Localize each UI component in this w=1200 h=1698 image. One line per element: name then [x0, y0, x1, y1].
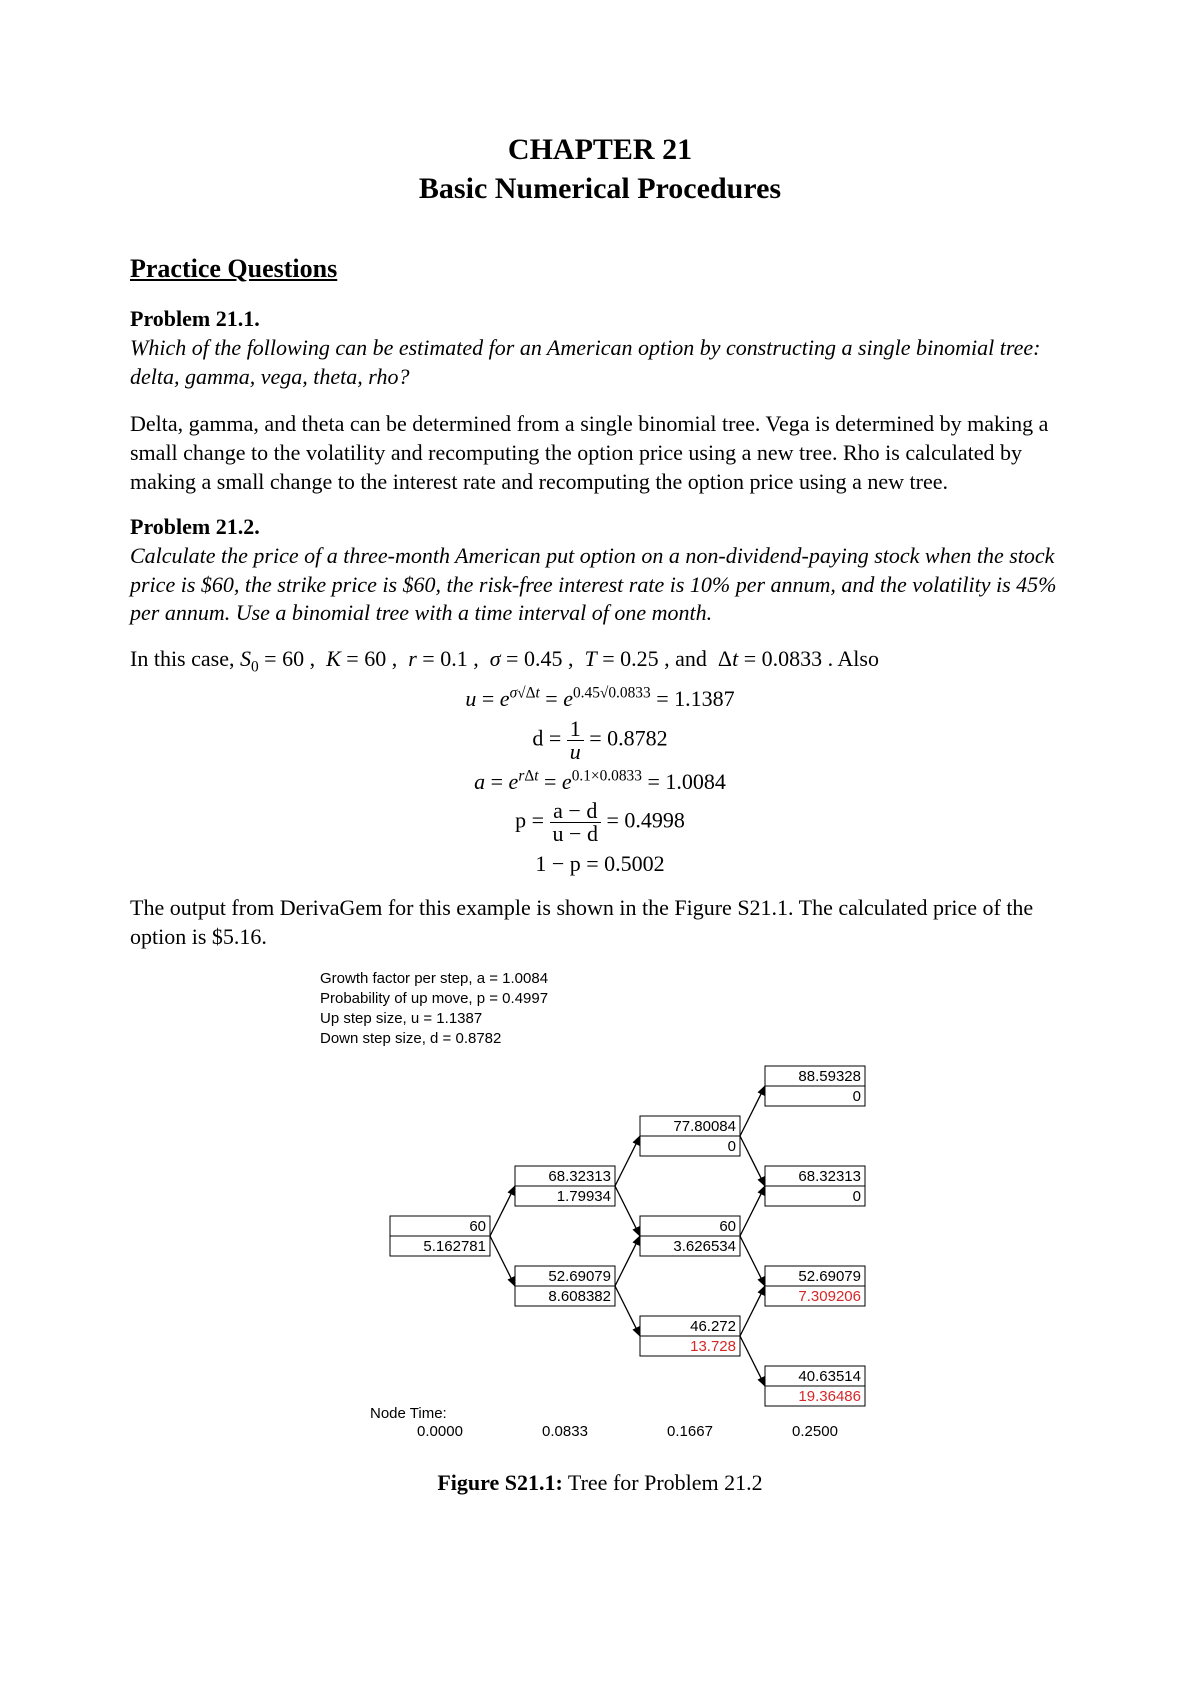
svg-text:52.69079: 52.69079	[798, 1268, 861, 1285]
problem-21-2-question: Calculate the price of a three-month Ame…	[130, 542, 1070, 628]
tree-param-line: Probability of up move, p = 0.4997	[320, 989, 880, 1009]
svg-text:8.608382: 8.608382	[548, 1288, 611, 1305]
svg-text:0.2500: 0.2500	[792, 1423, 838, 1440]
svg-text:19.36486: 19.36486	[798, 1388, 861, 1405]
svg-text:0: 0	[853, 1188, 861, 1205]
svg-text:68.32313: 68.32313	[548, 1168, 611, 1185]
math-1mp: 1 − p = 0.5002	[130, 845, 1070, 882]
svg-text:0: 0	[853, 1088, 861, 1105]
chapter-title: CHAPTER 21 Basic Numerical Procedures	[130, 130, 1070, 208]
chapter-number: CHAPTER 21	[508, 133, 692, 166]
svg-text:5.162781: 5.162781	[423, 1238, 486, 1255]
math-a: a = erΔt = e0.1×0.0833 = 1.0084	[130, 763, 1070, 800]
svg-text:1.79934: 1.79934	[557, 1188, 611, 1205]
svg-text:77.80084: 77.80084	[673, 1118, 736, 1135]
svg-text:3.626534: 3.626534	[673, 1238, 736, 1255]
tree-figure: Growth factor per step, a = 1.0084Probab…	[320, 969, 880, 1446]
binomial-tree-svg: 60 5.162781 68.32313 1.79934 52.69079 8.60838…	[320, 1056, 880, 1446]
tree-param-line: Growth factor per step, a = 1.0084	[320, 969, 880, 989]
svg-text:60: 60	[719, 1218, 736, 1235]
math-block: u = eσ√Δt = e0.45√0.0833 = 1.1387 d = 1u…	[130, 680, 1070, 882]
svg-text:60: 60	[469, 1218, 486, 1235]
svg-text:Node Time:: Node Time:	[370, 1405, 447, 1422]
problem-21-1-answer: Delta, gamma, and theta can be determine…	[130, 409, 1070, 496]
section-heading: Practice Questions	[130, 254, 1070, 284]
problem-21-2-intro: In this case, S0 = 60 , K = 60 , r = 0.1…	[130, 646, 1070, 676]
svg-text:7.309206: 7.309206	[798, 1288, 861, 1305]
problem-21-1-question: Which of the following can be estimated …	[130, 334, 1070, 391]
svg-text:0.0000: 0.0000	[417, 1423, 463, 1440]
math-d: d = 1u = 0.8782	[130, 718, 1070, 763]
svg-text:88.59328: 88.59328	[798, 1068, 861, 1085]
chapter-name: Basic Numerical Procedures	[419, 172, 781, 205]
svg-text:68.32313: 68.32313	[798, 1168, 861, 1185]
math-p: p = a − du − d = 0.4998	[130, 800, 1070, 845]
page: CHAPTER 21 Basic Numerical Procedures Pr…	[0, 0, 1200, 1698]
svg-text:46.272: 46.272	[690, 1318, 736, 1335]
svg-text:0: 0	[728, 1138, 736, 1155]
tree-params: Growth factor per step, a = 1.0084Probab…	[320, 969, 880, 1050]
svg-text:40.63514: 40.63514	[798, 1368, 861, 1385]
problem-21-1-heading: Problem 21.1.	[130, 306, 1070, 332]
tree-param-line: Down step size, d = 0.8782	[320, 1029, 880, 1049]
figure-caption: Figure S21.1: Tree for Problem 21.2	[130, 1470, 1070, 1496]
math-u: u = eσ√Δt = e0.45√0.0833 = 1.1387	[130, 680, 1070, 717]
tree-param-line: Up step size, u = 1.1387	[320, 1009, 880, 1029]
problem-21-2-after-math: The output from DerivaGem for this examp…	[130, 893, 1070, 951]
problem-21-2-heading: Problem 21.2.	[130, 514, 1070, 540]
svg-text:13.728: 13.728	[690, 1338, 736, 1355]
svg-text:52.69079: 52.69079	[548, 1268, 611, 1285]
svg-text:0.1667: 0.1667	[667, 1423, 713, 1440]
svg-text:0.0833: 0.0833	[542, 1423, 588, 1440]
